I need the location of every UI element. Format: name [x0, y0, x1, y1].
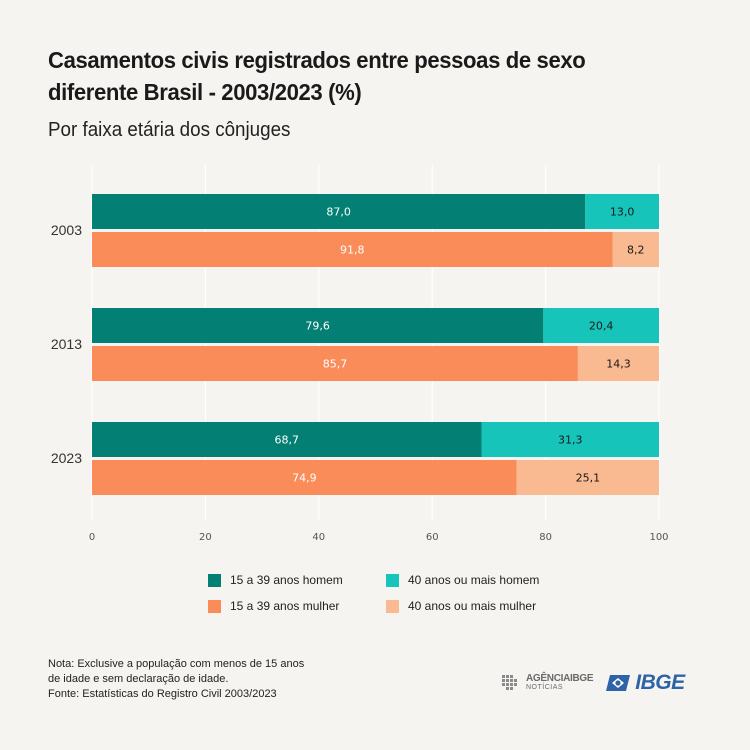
- data-label: 8,2: [627, 244, 645, 257]
- x-tick-label: 20: [199, 532, 212, 543]
- data-label: 14,3: [606, 358, 631, 371]
- chart-title: Casamentos civis registrados entre pesso…: [48, 47, 586, 105]
- bar-segment-homem-40-mais: [585, 194, 659, 229]
- data-label: 68,7: [275, 434, 300, 447]
- data-label: 91,8: [340, 244, 365, 257]
- bar-segment-homem-40-mais: [481, 422, 659, 457]
- bar-segment-mulher-15-39: [92, 232, 613, 267]
- footnote: Nota: Exclusive a população com menos de…: [48, 657, 368, 702]
- legend-item-mulher-40: 40 anos ou mais mulher: [386, 598, 576, 614]
- bar-segment-homem-15-39: [92, 308, 544, 343]
- bar-segment-mulher-40-mais: [516, 460, 659, 495]
- bar-segment-homem-40-mais: [543, 308, 659, 343]
- legend-label: 15 a 39 anos homem: [230, 573, 343, 587]
- legend-swatch: [386, 599, 399, 613]
- x-tick-label: 100: [649, 532, 668, 543]
- bar-segment-mulher-15-39: [92, 346, 578, 381]
- y-category-label: 2003: [51, 222, 82, 238]
- footnote-line: Nota: Exclusive a população com menos de…: [48, 658, 305, 670]
- data-label: 25,1: [576, 472, 601, 485]
- agencia-logo-text: AGÊNCIAIBGE: [526, 673, 594, 684]
- legend-item-mulher-15-39: 15 a 39 anos mulher: [208, 598, 386, 614]
- chart-subtitle: Por faixa etária dos cônjuges: [48, 119, 291, 141]
- ibge-logo: IBGE: [605, 671, 685, 695]
- agencia-mark-icon: [502, 675, 517, 690]
- data-label: 85,7: [323, 358, 348, 371]
- y-category-label: 2013: [51, 336, 82, 352]
- bar-segment-mulher-15-39: [92, 460, 517, 495]
- y-category-label: 2023: [51, 450, 82, 466]
- bar-segment-homem-15-39: [92, 422, 482, 457]
- bar-segment-homem-15-39: [92, 194, 586, 229]
- stacked-bar-chart: 0 20 40 60 80 100 2003 87,0 13,0 91,8 8,2 2013 79,6 2…: [51, 165, 669, 543]
- legend-item-homem-15-39: 15 a 39 anos homem: [208, 572, 386, 588]
- bar-segment-mulher-40-mais: [612, 232, 659, 267]
- agencia-ibge-logo: AGÊNCIAIBGE NOTÍCIAS: [500, 672, 594, 694]
- legend-label: 40 anos ou mais homem: [408, 573, 540, 587]
- legend-label: 15 a 39 anos mulher: [230, 599, 340, 613]
- x-tick-label: 60: [426, 532, 439, 543]
- data-label: 13,0: [610, 206, 635, 219]
- x-tick-label: 0: [89, 532, 95, 543]
- data-label: 74,9: [292, 472, 317, 485]
- data-label: 87,0: [326, 206, 351, 219]
- x-tick-label: 40: [312, 532, 325, 543]
- legend-label: 40 anos ou mais mulher: [408, 599, 537, 613]
- source-line: Fonte: Estatísticas do Registro Civil 20…: [48, 688, 277, 700]
- data-label: 20,4: [589, 320, 614, 333]
- agencia-logo-subtext: NOTÍCIAS: [526, 684, 564, 691]
- legend-swatch: [208, 599, 221, 613]
- x-tick-label: 80: [539, 532, 552, 543]
- data-label: 31,3: [558, 434, 583, 447]
- data-label: 79,6: [305, 320, 330, 333]
- legend-item-homem-40: 40 anos ou mais homem: [386, 572, 576, 588]
- ibge-flag-icon: [606, 675, 631, 691]
- chart-legend: 15 a 39 anos homem 40 anos ou mais homem…: [208, 572, 588, 614]
- footnote-line: de idade e sem declaração de idade.: [48, 673, 229, 685]
- legend-swatch: [386, 573, 399, 587]
- logos: AGÊNCIAIBGE NOTÍCIAS IBGE: [500, 671, 685, 695]
- legend-swatch: [208, 573, 221, 587]
- bar-segment-mulher-40-mais: [577, 346, 659, 381]
- ibge-logo-text: IBGE: [635, 671, 685, 694]
